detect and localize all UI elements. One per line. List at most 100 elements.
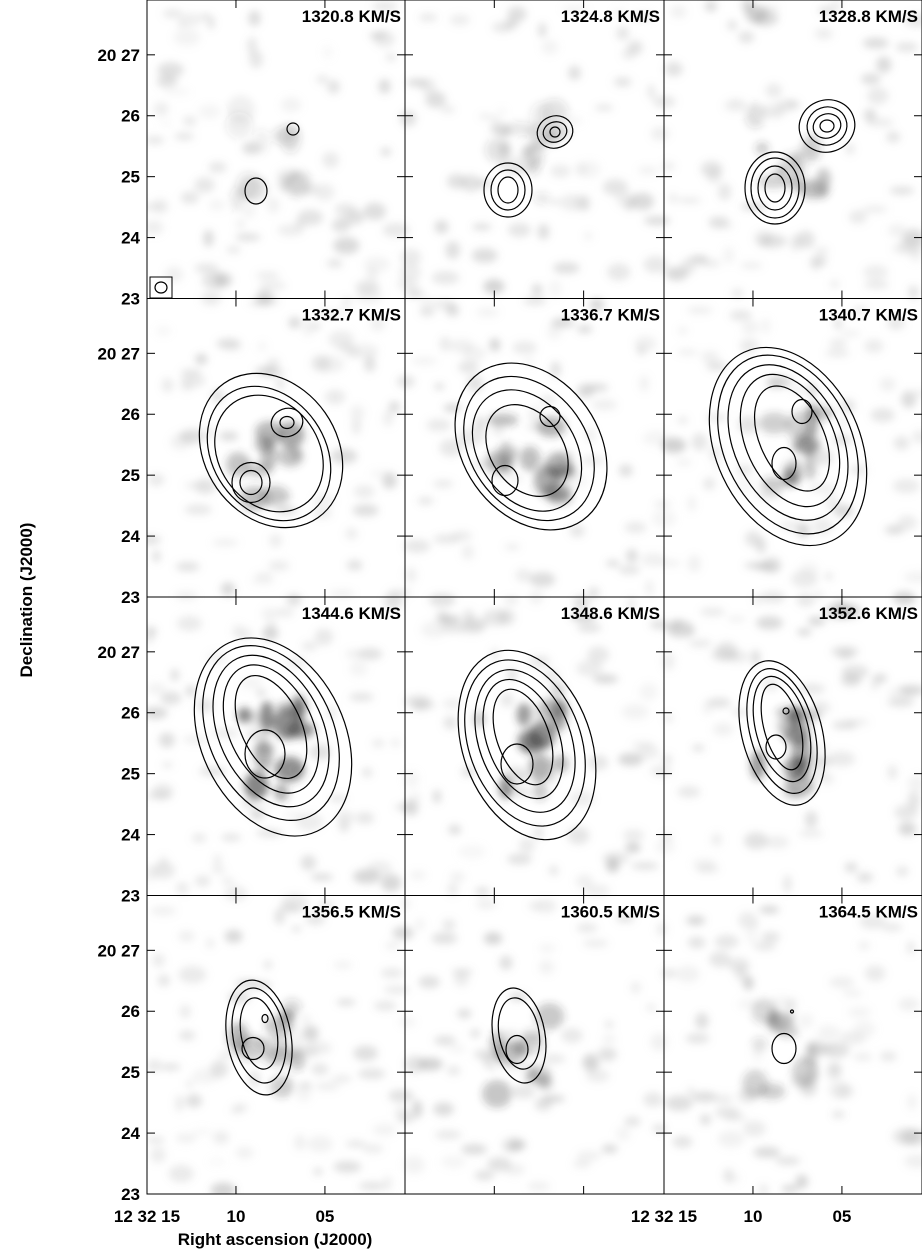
noise-blob: [419, 308, 435, 317]
x-tick-label: 05: [315, 1207, 334, 1226]
noise-blob: [809, 483, 837, 494]
noise-blob: [235, 233, 261, 241]
y-tick-label: 20 27: [97, 344, 140, 363]
noise-blob: [559, 194, 584, 211]
noise-blob: [754, 561, 780, 573]
emission-blob: [550, 700, 567, 732]
noise-blob: [373, 1000, 397, 1011]
y-axis-label: Declination (J2000): [17, 523, 36, 678]
noise-blob: [699, 1113, 711, 1126]
noise-blob: [824, 603, 852, 620]
noise-blob: [713, 1094, 734, 1105]
noise-blob: [626, 548, 638, 563]
noise-blob: [362, 1144, 384, 1154]
noise-blob: [330, 448, 358, 464]
noise-blob: [205, 937, 215, 949]
noise-blob: [248, 50, 264, 69]
y-tick-label: 26: [121, 405, 140, 424]
emission-blob: [751, 998, 778, 1025]
x-tick-label: 05: [832, 1207, 851, 1226]
noise-blob: [178, 965, 207, 984]
noise-blob: [705, 413, 728, 422]
noise-blob: [893, 436, 910, 451]
y-tick-label: 25: [121, 1063, 140, 1082]
noise-blob: [178, 930, 195, 942]
noise-blob: [157, 62, 184, 78]
noise-blob: [434, 220, 449, 234]
noise-blob: [656, 922, 667, 937]
noise-blob: [388, 1089, 414, 1103]
noise-blob: [257, 341, 267, 351]
noise-blob: [314, 628, 334, 646]
noise-blob: [284, 811, 305, 819]
noise-blob: [446, 173, 467, 189]
noise-blob: [654, 500, 672, 508]
noise-blob: [311, 354, 331, 372]
contour: [746, 668, 818, 794]
noise-blob: [471, 248, 498, 263]
contour: [286, 122, 300, 136]
noise-blob: [487, 1157, 512, 1172]
emission-blob: [519, 143, 544, 169]
y-tick-label: 23: [121, 887, 140, 906]
noise-blob: [662, 754, 673, 765]
noise-blob: [607, 263, 631, 281]
noise-blob: [617, 753, 644, 766]
noise-blob: [853, 1053, 873, 1061]
noise-blob: [695, 1012, 709, 1030]
contour: [464, 659, 586, 827]
noise-blob: [175, 1094, 184, 1113]
noise-blob: [217, 1051, 236, 1059]
noise-blob: [881, 923, 903, 932]
noise-blob: [533, 825, 544, 840]
emission-blob: [506, 121, 532, 136]
noise-blob: [589, 298, 605, 312]
noise-blob: [833, 317, 843, 331]
noise-blob: [853, 306, 868, 314]
noise-blob: [741, 0, 754, 13]
noise-blob: [236, 219, 245, 229]
noise-blob: [582, 1053, 600, 1072]
noise-blob: [639, 683, 658, 701]
contour: [471, 389, 583, 512]
noise-blob: [403, 1155, 425, 1174]
noise-blob: [785, 100, 801, 108]
noise-blob: [618, 565, 641, 575]
noise-blob: [232, 624, 245, 638]
noise-blob: [529, 572, 556, 587]
noise-blob: [349, 405, 365, 421]
noise-blob: [570, 612, 597, 622]
y-tick-label: 23: [121, 290, 140, 309]
noise-blob: [700, 350, 720, 363]
contour: [206, 385, 332, 522]
contour: [771, 446, 797, 481]
noise-blob: [164, 266, 184, 283]
noise-blob: [640, 552, 666, 567]
contour: [539, 405, 561, 428]
panel-title: 1340.7 KM/S: [819, 306, 918, 325]
noise-blob: [366, 860, 393, 876]
noise-blob: [707, 697, 731, 708]
noise-blob: [501, 1136, 525, 1153]
noise-blob: [497, 609, 516, 626]
emission-blob: [528, 754, 553, 782]
noise-blob: [415, 918, 425, 931]
noise-blob: [432, 479, 454, 488]
noise-blob: [723, 1167, 734, 1183]
noise-blob: [827, 1081, 851, 1099]
noise-blob: [811, 256, 821, 272]
noise-blob: [266, 619, 277, 632]
noise-blob: [442, 919, 456, 931]
noise-blob: [147, 220, 164, 235]
noise-blob: [274, 908, 286, 925]
emission-blob: [487, 413, 519, 427]
noise-blob: [706, 166, 722, 184]
contour: [497, 997, 541, 1070]
noise-blob: [652, 1124, 667, 1133]
noise-blob: [440, 105, 456, 114]
noise-blob: [163, 88, 191, 95]
noise-blob: [742, 1120, 766, 1137]
noise-blob: [336, 999, 356, 1006]
emission-blob: [277, 446, 304, 467]
noise-blob: [691, 744, 705, 752]
